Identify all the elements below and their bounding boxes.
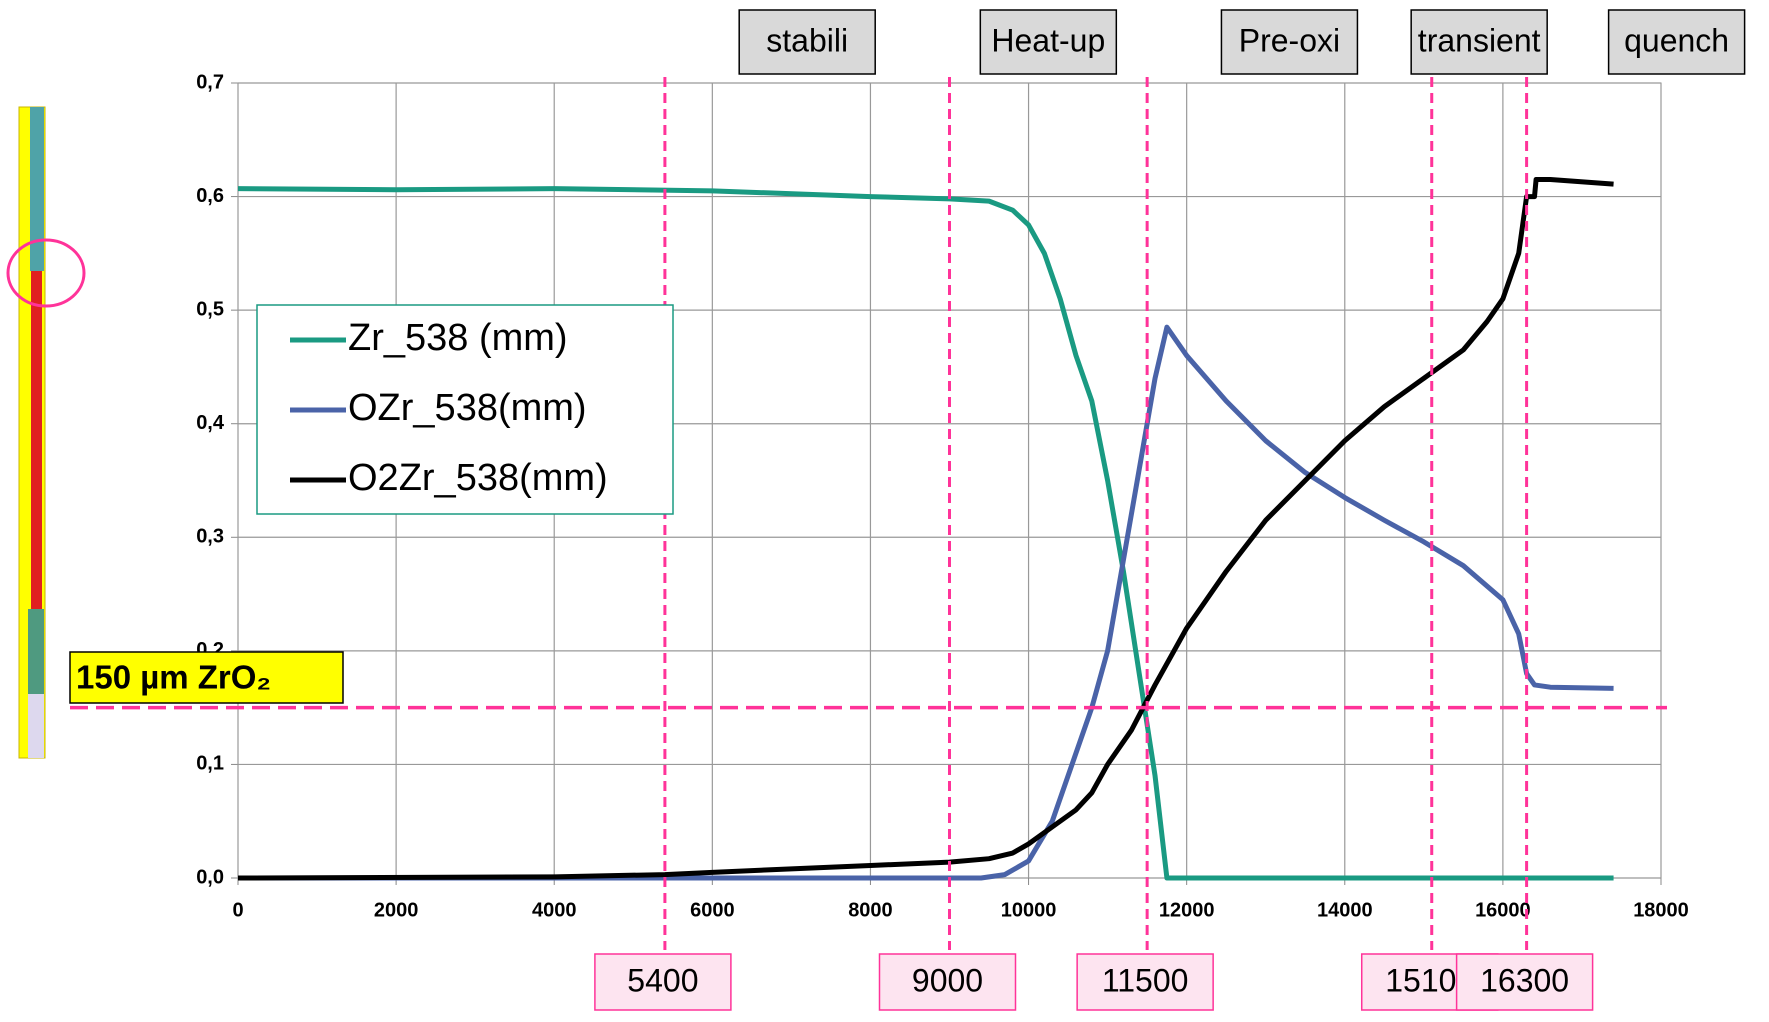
reference-label: 150 µm ZrO₂ (76, 659, 271, 696)
y-tick-label: 0,7 (196, 71, 224, 93)
legend: Zr_538 (mm) OZr_538(mm) O2Zr_538(mm) (257, 305, 673, 514)
y-tick-label: 0,4 (196, 412, 225, 434)
phase-value-label: 9000 (912, 962, 983, 998)
phase-label: Pre-oxi (1239, 22, 1340, 58)
y-tick-label: 0,1 (196, 753, 224, 775)
phase-value-label: 16300 (1480, 962, 1569, 998)
rod-section (28, 609, 44, 694)
rod-section (31, 271, 42, 609)
x-tick-label: 10000 (1001, 899, 1057, 921)
y-tick-label: 0,0 (196, 866, 224, 888)
phase-value-label: 11500 (1102, 962, 1189, 998)
y-tick-label: 0,3 (196, 526, 224, 548)
phase-label: stabili (766, 22, 848, 58)
phase-label: Heat-up (991, 22, 1105, 58)
x-tick-label: 14000 (1317, 899, 1373, 921)
phase-value-label: 5400 (627, 962, 698, 998)
x-tick-label: 16000 (1475, 899, 1531, 921)
phase-label: quench (1624, 22, 1729, 58)
rod-section (28, 694, 44, 758)
y-tick-label: 0,6 (196, 185, 224, 207)
x-tick-label: 2000 (374, 899, 419, 921)
x-tick-label: 12000 (1159, 899, 1215, 921)
x-tick-label: 4000 (532, 899, 577, 921)
legend-label: Zr_538 (mm) (348, 317, 568, 359)
legend-label: O2Zr_538(mm) (348, 457, 608, 499)
page: {"chart_data": {"type": "line", "xlim": … (0, 0, 1769, 1022)
x-tick-label: 6000 (690, 899, 735, 921)
x-tick-label: 8000 (848, 899, 893, 921)
phase-label: transient (1418, 22, 1541, 58)
chart: 0,00,10,20,30,40,50,60,70200040006000800… (0, 0, 1769, 1017)
y-tick-label: 0,5 (196, 298, 224, 320)
x-tick-label: 0 (232, 899, 243, 921)
legend-label: OZr_538(mm) (348, 387, 587, 429)
rod-section (30, 107, 44, 271)
x-tick-label: 18000 (1633, 899, 1689, 921)
